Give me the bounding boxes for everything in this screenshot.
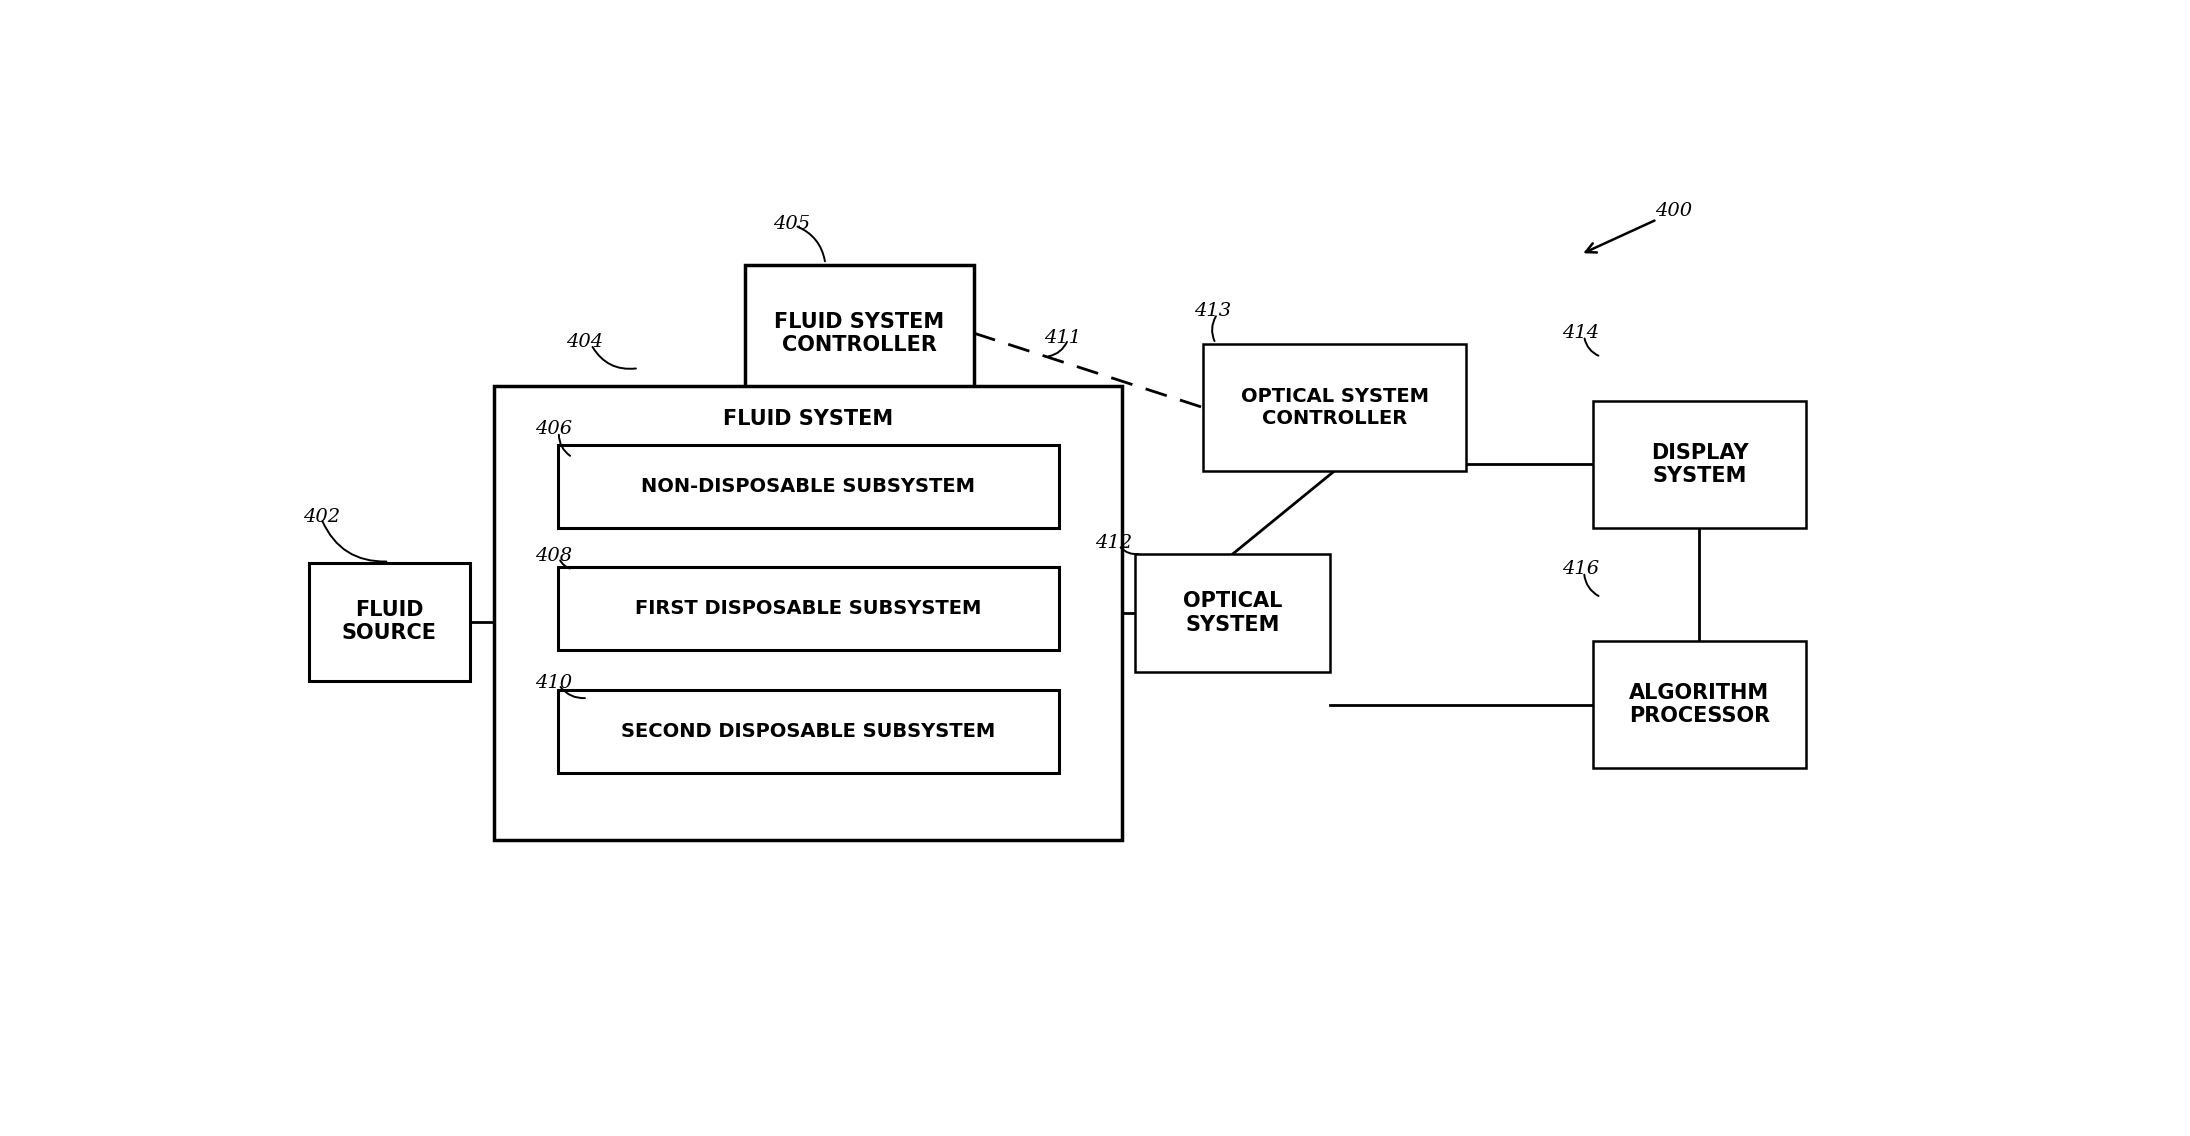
Text: 412: 412: [1095, 534, 1132, 552]
Bar: [1594, 642, 1805, 768]
Text: 406: 406: [534, 420, 572, 438]
Text: 411: 411: [1045, 328, 1082, 346]
Text: 414: 414: [1561, 324, 1599, 342]
Text: 400: 400: [1656, 202, 1693, 219]
Text: 410: 410: [534, 674, 572, 692]
Bar: [558, 567, 1058, 650]
Text: 413: 413: [1194, 302, 1231, 320]
Text: DISPLAY
SYSTEM: DISPLAY SYSTEM: [1651, 443, 1748, 486]
Text: NON-DISPOSABLE SUBSYSTEM: NON-DISPOSABLE SUBSYSTEM: [642, 477, 975, 495]
Bar: [1134, 554, 1329, 673]
Text: FLUID SYSTEM: FLUID SYSTEM: [723, 409, 894, 429]
Text: 408: 408: [534, 548, 572, 566]
Text: FLUID SYSTEM
CONTROLLER: FLUID SYSTEM CONTROLLER: [775, 311, 944, 354]
Text: 416: 416: [1561, 560, 1599, 578]
Text: 402: 402: [302, 508, 339, 526]
Text: ALGORITHM
PROCESSOR: ALGORITHM PROCESSOR: [1629, 683, 1770, 727]
Text: FLUID
SOURCE: FLUID SOURCE: [342, 600, 436, 643]
Bar: [495, 385, 1121, 841]
Bar: [1202, 344, 1465, 471]
Text: 404: 404: [565, 333, 602, 351]
Bar: [745, 266, 975, 401]
Bar: [558, 444, 1058, 528]
Text: OPTICAL
SYSTEM: OPTICAL SYSTEM: [1183, 592, 1283, 635]
Text: OPTICAL SYSTEM
CONTROLLER: OPTICAL SYSTEM CONTROLLER: [1240, 387, 1428, 428]
Bar: [1594, 401, 1805, 528]
Text: SECOND DISPOSABLE SUBSYSTEM: SECOND DISPOSABLE SUBSYSTEM: [622, 721, 996, 741]
Bar: [558, 690, 1058, 772]
Text: FIRST DISPOSABLE SUBSYSTEM: FIRST DISPOSABLE SUBSYSTEM: [635, 599, 981, 618]
Bar: [309, 562, 471, 680]
Text: 405: 405: [773, 215, 810, 233]
